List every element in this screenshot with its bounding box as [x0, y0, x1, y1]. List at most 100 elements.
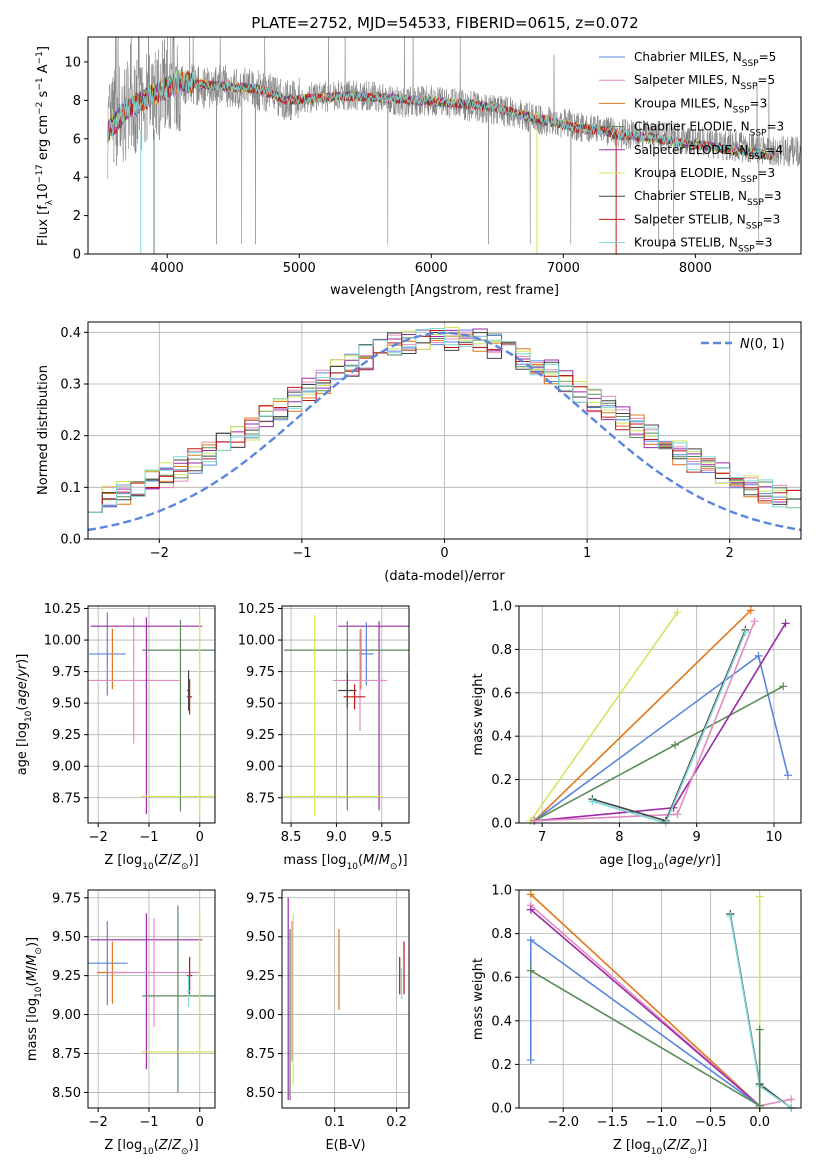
- mass-weight-vs-age-panel: 7 8 9 10 0.0 0.2 0.4 0.6 0.8 1.0 age [log10(age/yr…: [471, 600, 802, 872]
- series-marker: [746, 606, 755, 615]
- series-line-5: [534, 620, 756, 822]
- x-tick-label: 7000: [547, 261, 580, 276]
- histogram-steps: [88, 326, 801, 532]
- y-tick-label: 10.00: [44, 634, 81, 649]
- x-tick-label: −1.0: [646, 1115, 678, 1130]
- y-axis-label: Flux [fλ10−17 erg cm−2 s−1 A−1]: [35, 46, 55, 246]
- series-marker: [673, 608, 682, 617]
- x-tick-label: 8: [615, 830, 623, 845]
- y-tick-label: 8.50: [52, 1086, 81, 1101]
- axes-frame: [281, 889, 410, 1109]
- y-tick-label: 10.00: [238, 634, 275, 649]
- legend-label: Salpeter ELODIE, NSSP=4: [634, 143, 783, 162]
- y-tick-label: 1.0: [491, 600, 512, 615]
- x-tick-label: 0.2: [386, 1115, 407, 1130]
- legend-label: Salpeter STELIB, NSSP=3: [634, 212, 780, 231]
- x-axis-label: age [log10(age/yr)]: [599, 853, 721, 872]
- series-line-1: [533, 609, 752, 822]
- y-axis-label: mass [log10(M/M⊙)]: [25, 937, 44, 1061]
- series-marker: [787, 1095, 796, 1104]
- axes-frame: [87, 889, 216, 1109]
- spectrum-lines: [107, 37, 801, 254]
- series-line-6: [729, 916, 792, 1109]
- series-marker: [526, 1056, 535, 1065]
- series-marker: [741, 628, 750, 637]
- legend-label: Chabrier MILES, NSSP=5: [634, 50, 776, 69]
- series-marker: [754, 651, 763, 660]
- legend-label: Kroupa MILES, NSSP=3: [634, 96, 767, 115]
- y-tick-label: 0.6: [491, 686, 512, 701]
- spectrum-panel: 4000 5000 6000 7000 8000 0 2 4 6 8 10 wavelength [A…: [35, 36, 802, 298]
- x-axis-label: Z [log10(Z/Z⊙)]: [104, 853, 198, 872]
- series-marker: [526, 936, 535, 945]
- x-axis-label: E(B-V): [325, 1138, 365, 1153]
- y-tick-label: 9.25: [246, 969, 275, 984]
- x-tick-label: −1: [139, 830, 158, 845]
- y-tick-label: 9.50: [52, 930, 81, 945]
- y-tick-label: 9.50: [246, 697, 275, 712]
- y-tick-label: 0.0: [60, 533, 81, 548]
- residuals-panel: −2 −1 0 1 2 0.0 0.1 0.2 0.3 0.4 (data-model)/error…: [36, 321, 802, 584]
- y-tick-label: 9.25: [52, 728, 81, 743]
- series-line-1: [530, 904, 792, 1107]
- y-tick-label: 9.25: [52, 969, 81, 984]
- x-tick-label: 10: [766, 830, 783, 845]
- y-tick-label: 10.25: [238, 602, 275, 617]
- y-tick-label: 4: [73, 171, 81, 186]
- x-tick-label: −2: [150, 546, 169, 561]
- x-tick-label: 5000: [283, 261, 316, 276]
- histogram-kroupa_stelib: [88, 327, 801, 513]
- model-line-7: [107, 71, 775, 160]
- y-tick-label: 9.75: [246, 665, 275, 680]
- y-tick-label: 9.50: [52, 697, 81, 712]
- y-tick-label: 0.4: [491, 730, 512, 745]
- y-tick-label: 2: [73, 209, 81, 224]
- x-tick-label: 0.1: [324, 1115, 345, 1130]
- x-axis-label: Z [log10(Z/Z⊙)]: [104, 1138, 198, 1157]
- y-tick-label: 0.8: [491, 643, 512, 658]
- axes-frame: [281, 605, 410, 824]
- x-tick-label: 0.0: [749, 1115, 770, 1130]
- y-tick-label: 8.75: [246, 791, 275, 806]
- x-tick-label: 7: [538, 830, 546, 845]
- x-axis-label: Z [log10(Z/Z⊙)]: [613, 1138, 707, 1157]
- y-tick-label: 0.6: [491, 971, 512, 986]
- series-line-6: [592, 629, 747, 822]
- legend-label: N(0, 1): [740, 337, 785, 352]
- y-axis-label: Normed distribution: [36, 365, 51, 495]
- y-tick-label: 8.75: [52, 1047, 81, 1062]
- series-line-0: [530, 893, 761, 1107]
- mass-weight-vs-z-panel: −2.0 −1.5 −1.0 −0.5 0.0 0.0 0.2 0.4 0.6 0.8 1.0 Z […: [471, 884, 802, 1157]
- x-tick-label: −2: [89, 830, 108, 845]
- y-tick-label: 0.1: [60, 481, 81, 496]
- series-line-3: [529, 938, 761, 1107]
- series-marker: [755, 1025, 764, 1034]
- x-axis-label: wavelength [Angstrom, rest frame]: [330, 283, 559, 298]
- axes-frame: [87, 36, 802, 255]
- y-tick-label: 0.4: [60, 326, 81, 341]
- age-vs-z-panel: −2 −1 0 8.75 9.00 9.25 9.50 9.75 10.00 10.25 Z [lo…: [15, 602, 216, 872]
- x-tick-label: 0: [196, 830, 204, 845]
- x-tick-label: 8000: [679, 261, 712, 276]
- y-axis-label: mass weight: [471, 958, 486, 1040]
- x-tick-label: −1: [292, 546, 311, 561]
- series-marker: [750, 617, 759, 626]
- series-marker: [726, 912, 735, 921]
- age-vs-mass-panel: 8.5 9.0 9.5 8.75 9.00 9.25 9.50 9.75 10.00 10.25 m…: [238, 602, 410, 872]
- y-tick-label: 6: [73, 132, 81, 147]
- legend-label: Kroupa STELIB, NSSP=3: [634, 236, 772, 255]
- x-tick-label: 9.0: [326, 830, 347, 845]
- series-marker: [755, 892, 764, 901]
- x-tick-label: −2: [89, 1115, 108, 1130]
- x-tick-label: 2: [726, 546, 734, 561]
- series-marker: [526, 905, 535, 914]
- x-tick-label: 9.5: [371, 830, 392, 845]
- y-tick-label: 9.50: [246, 930, 275, 945]
- axes-frame: [518, 605, 802, 824]
- x-axis-label: (data-model)/error: [384, 569, 505, 584]
- legend: Chabrier MILES, NSSP=5 Salpeter MILES, NS…: [599, 50, 784, 255]
- normal-curve: [88, 331, 801, 532]
- series-line-2: [530, 908, 761, 1107]
- y-tick-label: 0.8: [491, 927, 512, 942]
- y-tick-label: 9.00: [246, 760, 275, 775]
